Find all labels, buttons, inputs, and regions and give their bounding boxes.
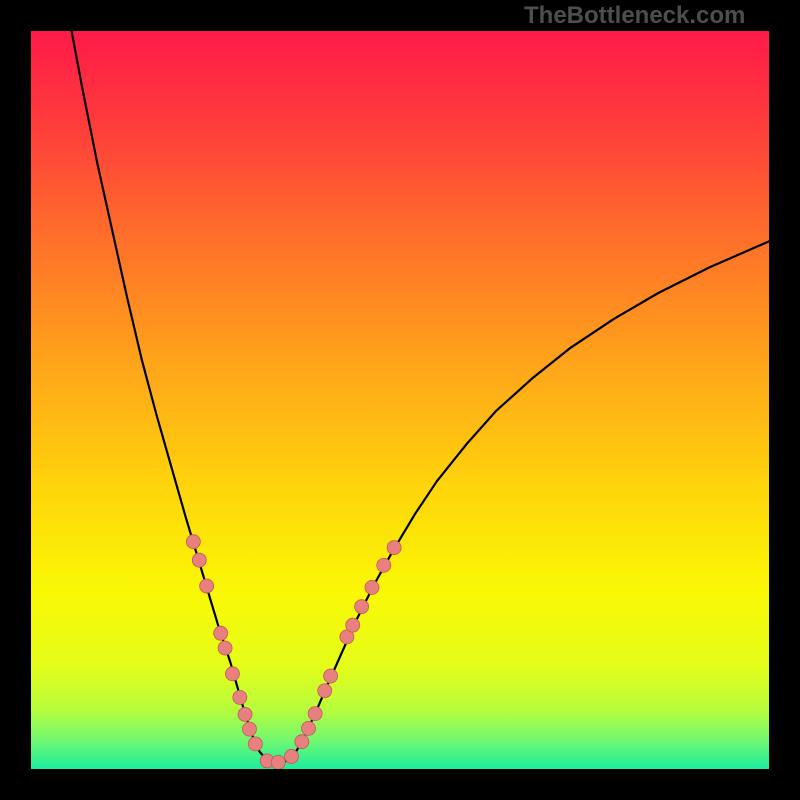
plot-background bbox=[31, 31, 769, 769]
data-marker bbox=[318, 684, 332, 698]
data-marker bbox=[377, 558, 391, 572]
data-marker bbox=[355, 600, 369, 614]
data-marker bbox=[285, 749, 299, 763]
data-marker bbox=[301, 721, 315, 735]
chart-frame: TheBottleneck.com bbox=[0, 0, 800, 800]
data-marker bbox=[233, 690, 247, 704]
watermark-text: TheBottleneck.com bbox=[524, 2, 745, 30]
data-marker bbox=[365, 580, 379, 594]
plot-svg bbox=[31, 31, 769, 769]
data-marker bbox=[387, 541, 401, 555]
data-marker bbox=[238, 707, 252, 721]
data-marker bbox=[218, 641, 232, 655]
data-marker bbox=[271, 755, 285, 769]
data-marker bbox=[308, 707, 322, 721]
data-marker bbox=[225, 667, 239, 681]
data-marker bbox=[186, 535, 200, 549]
data-marker bbox=[295, 735, 309, 749]
data-marker bbox=[248, 737, 262, 751]
data-marker bbox=[324, 669, 338, 683]
data-marker bbox=[214, 626, 228, 640]
data-marker bbox=[242, 722, 256, 736]
data-marker bbox=[346, 618, 360, 632]
data-marker bbox=[192, 553, 206, 567]
data-marker bbox=[200, 579, 214, 593]
